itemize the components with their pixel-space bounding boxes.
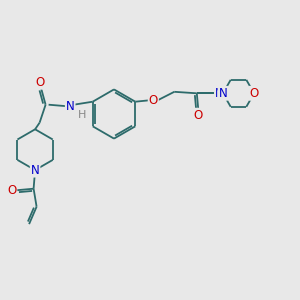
Text: N: N	[66, 100, 75, 113]
Text: O: O	[7, 184, 16, 197]
Text: O: O	[250, 87, 259, 100]
Text: O: O	[35, 76, 44, 89]
Text: H: H	[77, 110, 86, 120]
Text: N: N	[215, 87, 224, 100]
Text: O: O	[149, 94, 158, 107]
Text: O: O	[194, 109, 203, 122]
Text: N: N	[218, 87, 227, 100]
Text: N: N	[31, 164, 40, 177]
